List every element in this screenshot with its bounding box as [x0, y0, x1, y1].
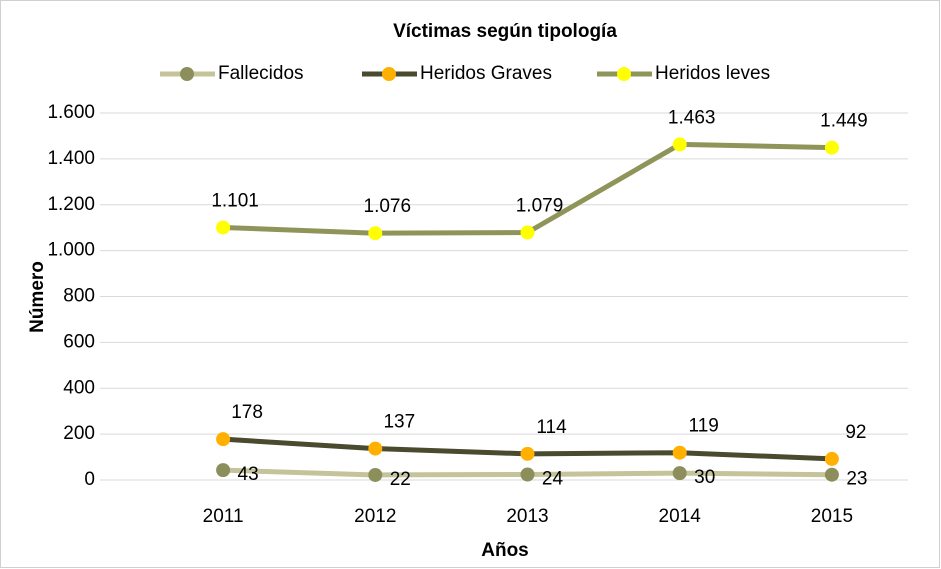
y-tick-label: 600: [63, 331, 95, 352]
chart-title: Víctimas según tipología: [393, 21, 617, 42]
data-label: 1.449: [820, 111, 868, 132]
y-tick-label: 200: [63, 423, 95, 444]
data-point: [824, 451, 839, 466]
data-point: [520, 225, 535, 240]
y-tick-label: 400: [63, 377, 95, 398]
data-point: [368, 441, 383, 456]
data-label: 1.463: [668, 107, 716, 128]
data-label: 137: [383, 412, 415, 433]
data-point: [216, 432, 231, 447]
x-tick-label: 2011: [203, 506, 244, 527]
data-label: 43: [238, 464, 259, 485]
y-tick-label: 1.200: [47, 194, 95, 215]
x-tick-label: 2012: [354, 506, 396, 527]
x-tick-label: 2013: [506, 506, 548, 527]
y-tick-label: 1.600: [47, 102, 95, 123]
data-point: [520, 467, 535, 482]
data-label: 178: [231, 402, 263, 423]
y-axis-label: Número: [27, 261, 48, 333]
data-label: 1.101: [211, 190, 259, 211]
data-point: [216, 463, 231, 478]
y-tick-label: 1.000: [47, 240, 95, 261]
y-tick-label: 1.400: [47, 148, 95, 169]
data-point: [368, 226, 383, 241]
legend-label: Fallecidos: [218, 63, 304, 84]
x-tick-label: 2015: [811, 506, 853, 527]
data-point: [672, 466, 687, 481]
legend-marker: [382, 67, 396, 81]
legend-label: Heridos Graves: [420, 63, 552, 84]
x-axis-label: Años: [481, 540, 529, 561]
data-label: 1.076: [364, 196, 412, 217]
data-label: 30: [694, 467, 715, 488]
data-label: 1.079: [516, 196, 564, 217]
data-point: [672, 137, 687, 152]
data-point: [368, 467, 383, 482]
data-label: 114: [536, 417, 567, 438]
data-point: [824, 467, 839, 482]
y-tick-label: 800: [63, 286, 95, 307]
data-point: [672, 445, 687, 460]
legend-label: Heridos leves: [655, 63, 770, 84]
data-point: [824, 140, 839, 155]
legend-marker: [180, 67, 194, 81]
data-label: 92: [845, 422, 866, 443]
legend-marker: [617, 67, 631, 81]
data-point: [216, 220, 231, 235]
y-tick-label: 0: [84, 469, 95, 490]
data-point: [520, 446, 535, 461]
x-tick-label: 2014: [659, 506, 702, 527]
data-label: 23: [846, 469, 867, 490]
data-label: 22: [390, 469, 411, 490]
data-label: 119: [689, 416, 719, 437]
data-label: 24: [542, 469, 564, 490]
